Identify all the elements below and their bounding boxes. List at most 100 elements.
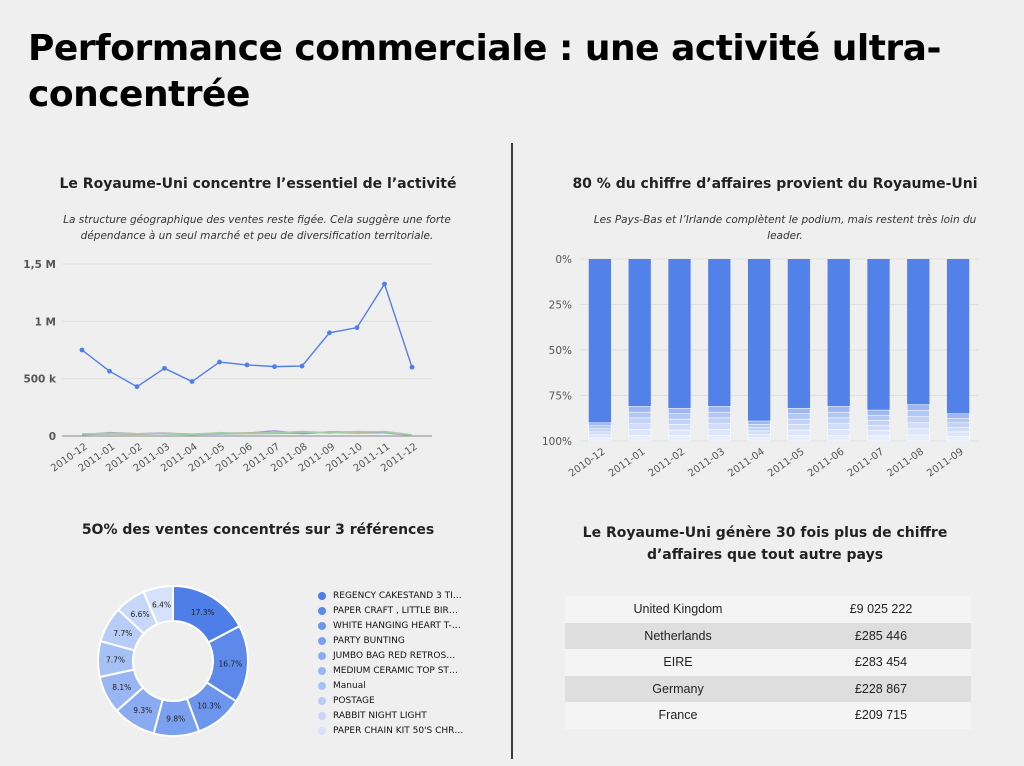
donut-slice — [98, 668, 145, 713]
bar-segment-other — [668, 429, 691, 436]
slice-label: 7.7% — [106, 655, 125, 664]
bar-segment-other — [946, 427, 970, 433]
slice-label: 9.3% — [133, 706, 152, 715]
series-line — [81, 282, 413, 388]
x-tick-label: 2011-10 — [324, 441, 365, 474]
legend-item: PARTY BUNTING — [318, 633, 463, 648]
table-title: Le Royaume-Uni génère 30 fois plus de ch… — [582, 525, 948, 563]
bar-chart-title: 80 % du chiffre d’affaires provient du R… — [572, 176, 978, 192]
bar-segment-other — [628, 434, 652, 442]
bar-segment-other — [707, 406, 731, 413]
bar-segment-other — [787, 413, 811, 420]
bar-segment-other — [707, 423, 731, 430]
series-line — [81, 431, 413, 437]
table-row: France £209 715 — [565, 702, 971, 729]
data-point — [272, 364, 277, 370]
x-tick-label: 2011-12 — [379, 441, 420, 474]
bar-segment-uk — [588, 259, 612, 423]
country-cell: France — [658, 708, 698, 723]
bar-segment-other — [787, 429, 811, 436]
bar-segment-other — [827, 411, 851, 419]
legend-swatch — [318, 666, 326, 675]
x-tick-label: 2011-08 — [269, 441, 310, 474]
bar-segment-other — [588, 425, 612, 430]
bar-segment-other — [906, 422, 930, 430]
donut-slice — [97, 639, 136, 679]
bar-segment-uk — [787, 259, 811, 409]
x-tick-label: 2011-07 — [242, 441, 283, 474]
bar-segment-other — [867, 430, 890, 437]
revenue-cell: £209 715 — [854, 708, 908, 723]
bar-segment-other — [827, 429, 851, 436]
bar-segment-other — [946, 418, 970, 424]
data-point — [409, 364, 415, 370]
y-tick-label: 50% — [549, 345, 572, 357]
x-tick-label: 2011-03 — [686, 446, 727, 479]
x-tick-label: 2011-07 — [846, 446, 887, 479]
bar-segment-other — [827, 423, 851, 430]
bar-segment-other — [588, 428, 612, 433]
data-point — [189, 379, 195, 384]
data-point — [134, 384, 140, 390]
bar-segment-uk — [708, 259, 731, 407]
series-line — [82, 430, 413, 436]
bar-segment-other — [906, 410, 930, 417]
legend-swatch — [318, 606, 326, 615]
legend-swatch — [318, 681, 326, 690]
bar-segment-other — [867, 409, 890, 416]
bar-segment-uk — [668, 259, 691, 409]
bar-segment-other — [906, 404, 930, 411]
x-tick-label: 2011-04 — [726, 446, 767, 479]
data-point — [162, 365, 167, 371]
slice-label: 16.7% — [219, 659, 243, 668]
legend-label: PAPER CRAFT , LITTLE BIR… — [333, 605, 458, 616]
line-chart-subtitle: La structure géographique des ventes res… — [63, 214, 451, 242]
legend-swatch — [318, 591, 326, 600]
legend-item: JUMBO BAG RED RETROS… — [318, 648, 463, 663]
legend-label: REGENCY CAKESTAND 3 TI… — [333, 590, 462, 601]
data-point — [354, 325, 360, 331]
bar-segment-other — [827, 406, 851, 413]
series-line — [81, 430, 413, 436]
legend-item: RABBIT NIGHT LIGHT — [318, 708, 463, 723]
data-point — [79, 347, 85, 353]
legend-swatch — [318, 696, 326, 705]
y-tick-label: 100% — [542, 436, 572, 448]
legend-label: Manual — [333, 680, 366, 691]
bar-segment-other — [867, 435, 890, 442]
table-row: United Kingdom £9 025 222 — [565, 596, 971, 623]
bar-segment-other — [946, 422, 970, 428]
legend-label: POSTAGE — [333, 695, 375, 706]
revenue-cell: £285 446 — [854, 628, 908, 643]
bar-segment-other — [668, 418, 691, 425]
bar-segment-other — [906, 434, 930, 442]
country-cell: United Kingdom — [633, 602, 723, 617]
data-point — [327, 330, 332, 336]
donut-slice — [116, 590, 159, 636]
data-point — [299, 363, 305, 369]
bar-segment-other — [946, 431, 970, 437]
bar-segment-other — [946, 436, 970, 442]
table-row: Netherlands £285 446 — [565, 622, 971, 649]
bar-segment-other — [787, 424, 811, 431]
bar-segment-other — [906, 428, 930, 436]
legend-item: REGENCY CAKESTAND 3 TI… — [318, 588, 463, 603]
x-tick-label: 2011-09 — [925, 446, 966, 479]
country-revenue-table: United Kingdom £9 025 222 Netherlands £2… — [565, 596, 971, 729]
x-tick-label: 2011-09 — [297, 441, 338, 474]
bar-segment-other — [668, 424, 691, 431]
bar-segment-other — [946, 413, 970, 419]
slice-label: 7.7% — [113, 629, 132, 638]
bar-segment-other — [867, 420, 890, 426]
bar-segment-other — [747, 427, 771, 432]
data-point — [382, 281, 387, 287]
bar-segment-uk — [827, 259, 850, 407]
x-tick-label: 2011-01 — [77, 441, 118, 474]
table-row: Germany £228 867 — [565, 675, 971, 702]
x-tick-label: 2011-08 — [885, 446, 926, 479]
legend-label: WHITE HANGING HEART T-… — [333, 620, 461, 631]
x-tick-label: 2010-12 — [49, 441, 90, 474]
bar-segment-other — [628, 429, 652, 436]
bar-segment-uk — [628, 259, 651, 407]
x-tick-label: 2011-02 — [647, 446, 688, 479]
